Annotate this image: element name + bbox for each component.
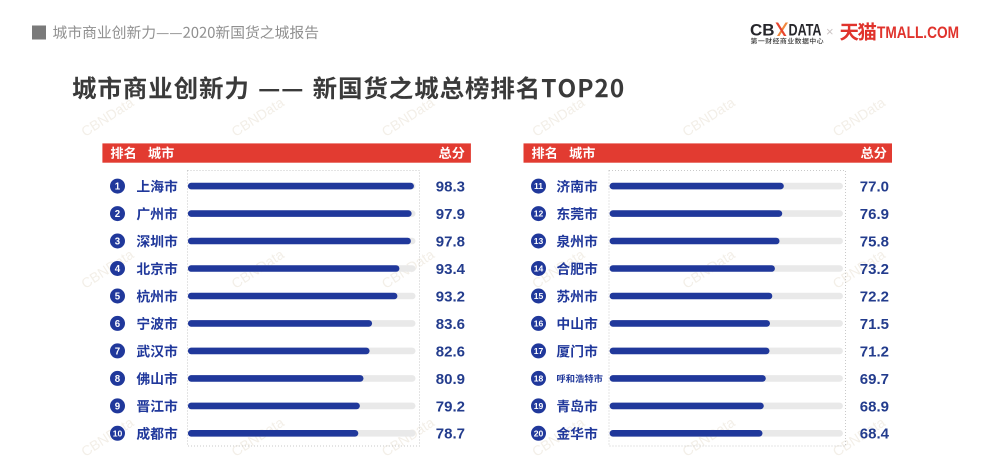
svg-text:82.6: 82.6 bbox=[436, 343, 465, 360]
svg-text:76.9: 76.9 bbox=[860, 206, 889, 223]
svg-text:98.3: 98.3 bbox=[436, 179, 465, 196]
svg-text:71.2: 71.2 bbox=[860, 343, 889, 360]
svg-text:9: 9 bbox=[115, 401, 121, 412]
svg-text:97.8: 97.8 bbox=[436, 233, 465, 250]
svg-text:6: 6 bbox=[115, 319, 121, 330]
svg-text:DATA: DATA bbox=[789, 21, 822, 40]
svg-text:79.2: 79.2 bbox=[436, 398, 465, 415]
svg-text:16: 16 bbox=[534, 318, 544, 328]
svg-text:7: 7 bbox=[115, 346, 120, 357]
svg-text:14: 14 bbox=[534, 264, 544, 274]
svg-text:TMALL.COM: TMALL.COM bbox=[877, 23, 959, 42]
svg-text:2: 2 bbox=[115, 209, 120, 220]
svg-text:77.0: 77.0 bbox=[860, 179, 889, 196]
svg-text:5: 5 bbox=[115, 291, 121, 302]
svg-text:69.7: 69.7 bbox=[860, 371, 889, 388]
svg-text:83.6: 83.6 bbox=[436, 316, 465, 333]
svg-text:93.2: 93.2 bbox=[436, 288, 465, 305]
svg-text:×: × bbox=[826, 24, 834, 39]
svg-text:68.9: 68.9 bbox=[860, 398, 889, 415]
svg-text:80.9: 80.9 bbox=[436, 371, 465, 388]
svg-text:3: 3 bbox=[115, 236, 121, 247]
svg-text:CB: CB bbox=[750, 21, 775, 40]
svg-text:18: 18 bbox=[534, 373, 544, 383]
svg-text:93.4: 93.4 bbox=[436, 261, 466, 278]
svg-text:78.7: 78.7 bbox=[436, 426, 465, 443]
svg-text:11: 11 bbox=[534, 181, 543, 191]
svg-text:68.4: 68.4 bbox=[860, 426, 890, 443]
svg-text:19: 19 bbox=[534, 401, 544, 411]
svg-text:72.2: 72.2 bbox=[860, 288, 889, 305]
svg-text:8: 8 bbox=[115, 374, 121, 385]
svg-text:4: 4 bbox=[115, 264, 121, 275]
svg-text:73.2: 73.2 bbox=[860, 261, 889, 278]
svg-text:71.5: 71.5 bbox=[860, 316, 889, 333]
svg-text:97.9: 97.9 bbox=[436, 206, 465, 223]
svg-text:15: 15 bbox=[534, 291, 544, 301]
svg-text:75.8: 75.8 bbox=[860, 233, 889, 250]
svg-text:17: 17 bbox=[534, 346, 544, 356]
svg-text:1: 1 bbox=[115, 182, 121, 193]
svg-text:20: 20 bbox=[534, 428, 544, 438]
svg-text:10: 10 bbox=[113, 428, 123, 438]
svg-text:13: 13 bbox=[534, 236, 544, 246]
svg-text:12: 12 bbox=[534, 209, 544, 219]
